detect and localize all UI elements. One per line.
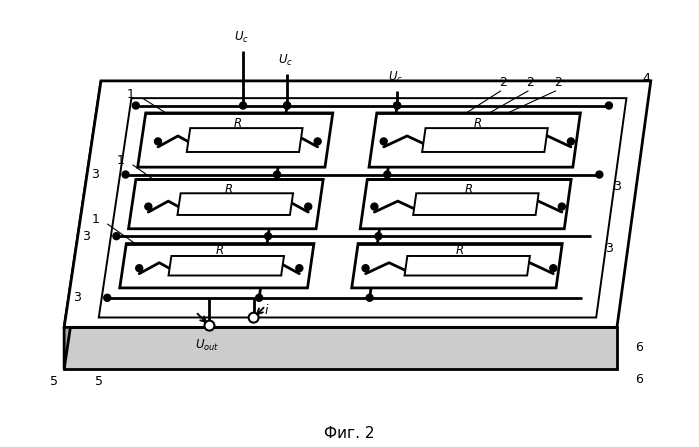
Polygon shape	[422, 128, 548, 152]
Text: 2: 2	[526, 76, 535, 89]
Text: 6: 6	[635, 341, 643, 354]
Circle shape	[204, 320, 215, 331]
Text: $U_{\mathit{out}}$: $U_{\mathit{out}}$	[195, 337, 219, 353]
Text: $R$: $R$	[224, 183, 233, 196]
Circle shape	[305, 203, 312, 210]
Polygon shape	[187, 128, 303, 152]
Circle shape	[596, 171, 603, 178]
Text: $R$: $R$	[455, 244, 464, 257]
Text: $R$: $R$	[463, 183, 473, 196]
Text: 6: 6	[635, 372, 643, 385]
Text: 3: 3	[605, 242, 612, 255]
Circle shape	[284, 102, 291, 109]
Circle shape	[568, 138, 575, 145]
Circle shape	[132, 102, 139, 109]
Text: 1: 1	[92, 213, 99, 226]
Circle shape	[371, 203, 378, 210]
Text: 3: 3	[91, 168, 99, 181]
Polygon shape	[168, 256, 284, 275]
Circle shape	[605, 102, 612, 109]
Circle shape	[314, 138, 321, 145]
Circle shape	[375, 233, 382, 240]
Polygon shape	[129, 180, 323, 229]
Circle shape	[559, 203, 565, 210]
Polygon shape	[138, 113, 333, 167]
Text: 2: 2	[554, 76, 562, 89]
Polygon shape	[413, 193, 539, 215]
Text: 3: 3	[613, 181, 621, 194]
Circle shape	[249, 313, 259, 323]
Polygon shape	[64, 81, 101, 369]
Polygon shape	[405, 256, 530, 275]
Text: $U_c$: $U_c$	[388, 70, 403, 84]
Circle shape	[273, 171, 280, 178]
Text: $R$: $R$	[215, 244, 224, 257]
Circle shape	[550, 265, 557, 272]
Polygon shape	[120, 244, 314, 288]
Text: $R$: $R$	[233, 118, 243, 131]
Circle shape	[384, 171, 391, 178]
Circle shape	[103, 294, 110, 301]
Text: 5: 5	[50, 375, 58, 388]
Polygon shape	[64, 327, 617, 369]
Circle shape	[145, 203, 152, 210]
Text: $i$: $i$	[264, 303, 269, 317]
Text: 3: 3	[82, 230, 90, 243]
Circle shape	[284, 102, 291, 109]
Text: 3: 3	[73, 291, 80, 304]
Text: 2: 2	[499, 76, 507, 89]
Text: 5: 5	[95, 375, 103, 388]
Circle shape	[113, 233, 120, 240]
Text: $U_c$: $U_c$	[278, 53, 293, 68]
Text: Фиг. 2: Фиг. 2	[324, 426, 374, 441]
Circle shape	[394, 102, 401, 109]
Circle shape	[380, 138, 387, 145]
Polygon shape	[360, 180, 571, 229]
Circle shape	[256, 294, 263, 301]
Text: $R$: $R$	[473, 118, 482, 131]
Polygon shape	[64, 81, 651, 327]
Polygon shape	[178, 193, 293, 215]
Circle shape	[362, 265, 369, 272]
Circle shape	[240, 102, 247, 109]
Circle shape	[154, 138, 161, 145]
Circle shape	[136, 265, 143, 272]
Circle shape	[265, 233, 272, 240]
Text: $U_c$: $U_c$	[233, 30, 249, 45]
Text: 4: 4	[642, 72, 650, 85]
Circle shape	[394, 102, 401, 109]
Circle shape	[296, 265, 303, 272]
Text: 1: 1	[117, 154, 124, 167]
Polygon shape	[352, 244, 562, 288]
Polygon shape	[369, 113, 580, 167]
Circle shape	[122, 171, 129, 178]
Circle shape	[366, 294, 373, 301]
Text: 1: 1	[127, 88, 134, 101]
